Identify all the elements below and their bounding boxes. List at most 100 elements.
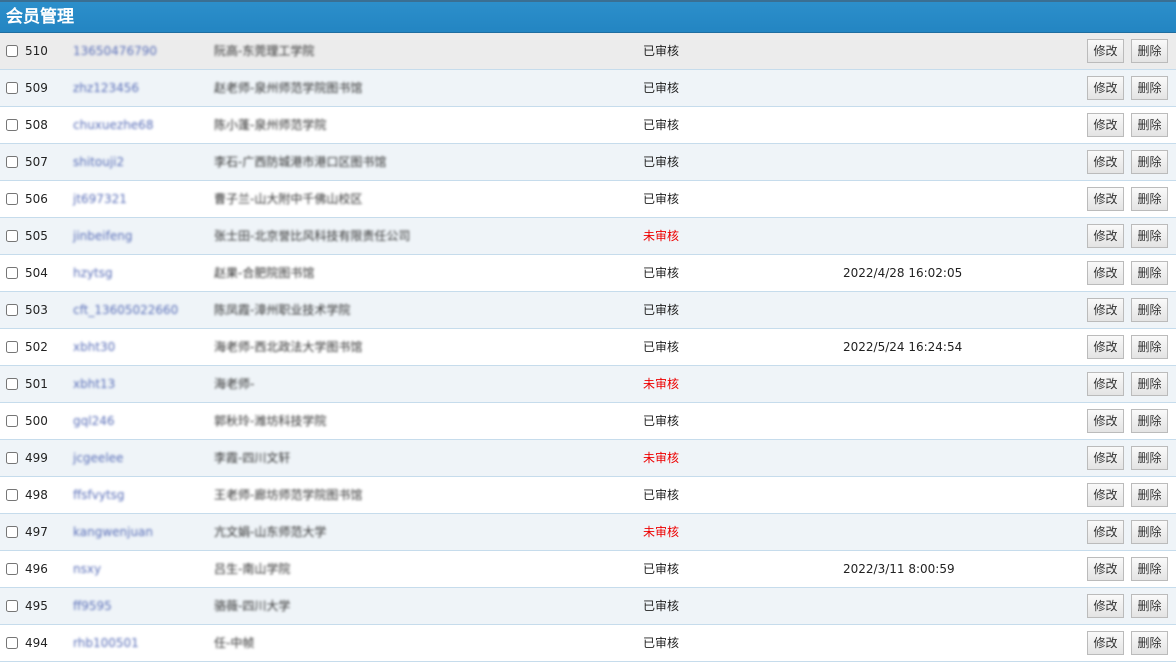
status-text: 已审核 [643, 44, 680, 58]
edit-button[interactable]: 修改 [1087, 39, 1124, 63]
delete-button[interactable]: 删除 [1131, 557, 1168, 581]
table-row: 502 xbht30 海老师-西北政法大学图书馆 已审核 2022/5/24 1… [0, 329, 1176, 366]
member-name: 陈小蓬-泉州师范学院 [214, 118, 327, 132]
row-checkbox[interactable] [6, 378, 18, 390]
member-id: 506 [25, 192, 48, 206]
edit-button[interactable]: 修改 [1087, 335, 1124, 359]
edit-button[interactable]: 修改 [1087, 298, 1124, 322]
row-checkbox[interactable] [6, 230, 18, 242]
table-row: 501 xbht13 海老师- 未审核 修改 删除 [0, 366, 1176, 403]
status-text: 已审核 [643, 636, 680, 650]
edit-button[interactable]: 修改 [1087, 150, 1124, 174]
member-username-link[interactable]: jt697321 [73, 192, 127, 206]
row-checkbox[interactable] [6, 637, 18, 649]
edit-button[interactable]: 修改 [1087, 372, 1124, 396]
member-name: 任-中帧 [214, 636, 255, 650]
row-checkbox[interactable] [6, 119, 18, 131]
status-text: 未审核 [643, 229, 680, 243]
edit-button[interactable]: 修改 [1087, 113, 1124, 137]
row-checkbox[interactable] [6, 452, 18, 464]
page-title: 会员管理 [0, 0, 1176, 33]
timestamp: 2022/3/11 8:00:59 [843, 562, 955, 576]
member-username-link[interactable]: rhb100501 [73, 636, 139, 650]
member-name: 王老师-廊坊师范学院图书馆 [214, 488, 363, 502]
row-checkbox[interactable] [6, 341, 18, 353]
delete-button[interactable]: 删除 [1131, 520, 1168, 544]
member-name: 张士田-北京誉比风科技有限责任公司 [214, 229, 411, 243]
delete-button[interactable]: 删除 [1131, 224, 1168, 248]
delete-button[interactable]: 删除 [1131, 187, 1168, 211]
edit-button[interactable]: 修改 [1087, 76, 1124, 100]
delete-button[interactable]: 删除 [1131, 261, 1168, 285]
member-username-link[interactable]: jcgeelee [73, 451, 124, 465]
status-text: 已审核 [643, 599, 680, 613]
row-checkbox[interactable] [6, 193, 18, 205]
member-id: 497 [25, 525, 48, 539]
edit-button[interactable]: 修改 [1087, 631, 1124, 655]
delete-button[interactable]: 删除 [1131, 335, 1168, 359]
member-username-link[interactable]: hzytsg [73, 266, 113, 280]
member-name: 曹子兰-山大附中千佛山校区 [214, 192, 363, 206]
member-username-link[interactable]: cft_13605022660 [73, 303, 179, 317]
member-list: 510 13650476790 阮高-东莞理工学院 已审核 修改 删除 509 … [0, 33, 1176, 662]
member-username-link[interactable]: gql246 [73, 414, 115, 428]
delete-button[interactable]: 删除 [1131, 113, 1168, 137]
status-text: 未审核 [643, 525, 680, 539]
member-username-link[interactable]: zhz123456 [73, 81, 140, 95]
table-row: 497 kangwenjuan 亢文娟-山东师范大学 未审核 修改 删除 [0, 514, 1176, 551]
table-row: 506 jt697321 曹子兰-山大附中千佛山校区 已审核 修改 删除 [0, 181, 1176, 218]
row-checkbox[interactable] [6, 304, 18, 316]
edit-button[interactable]: 修改 [1087, 409, 1124, 433]
member-id: 496 [25, 562, 48, 576]
edit-button[interactable]: 修改 [1087, 483, 1124, 507]
row-checkbox[interactable] [6, 267, 18, 279]
edit-button[interactable]: 修改 [1087, 557, 1124, 581]
delete-button[interactable]: 删除 [1131, 594, 1168, 618]
edit-button[interactable]: 修改 [1087, 187, 1124, 211]
member-name: 陈凤霞-漳州职业技术学院 [214, 303, 351, 317]
edit-button[interactable]: 修改 [1087, 261, 1124, 285]
member-id: 501 [25, 377, 48, 391]
member-username-link[interactable]: shitouji2 [73, 155, 125, 169]
table-row: 503 cft_13605022660 陈凤霞-漳州职业技术学院 已审核 修改 … [0, 292, 1176, 329]
row-checkbox[interactable] [6, 415, 18, 427]
member-username-link[interactable]: kangwenjuan [73, 525, 154, 539]
row-checkbox[interactable] [6, 45, 18, 57]
row-checkbox[interactable] [6, 489, 18, 501]
status-text: 已审核 [643, 155, 680, 169]
member-username-link[interactable]: 13650476790 [73, 44, 157, 58]
delete-button[interactable]: 删除 [1131, 76, 1168, 100]
status-text: 已审核 [643, 488, 680, 502]
row-checkbox[interactable] [6, 526, 18, 538]
member-username-link[interactable]: ffsfvytsg [73, 488, 125, 502]
delete-button[interactable]: 删除 [1131, 150, 1168, 174]
row-checkbox[interactable] [6, 563, 18, 575]
member-id: 505 [25, 229, 48, 243]
delete-button[interactable]: 删除 [1131, 483, 1168, 507]
member-username-link[interactable]: jinbeifeng [73, 229, 133, 243]
member-username-link[interactable]: chuxuezhe68 [73, 118, 154, 132]
row-checkbox[interactable] [6, 156, 18, 168]
delete-button[interactable]: 删除 [1131, 39, 1168, 63]
member-username-link[interactable]: ff9595 [73, 599, 112, 613]
edit-button[interactable]: 修改 [1087, 594, 1124, 618]
delete-button[interactable]: 删除 [1131, 409, 1168, 433]
member-username-link[interactable]: xbht13 [73, 377, 116, 391]
status-text: 未审核 [643, 451, 680, 465]
edit-button[interactable]: 修改 [1087, 520, 1124, 544]
delete-button[interactable]: 删除 [1131, 298, 1168, 322]
row-checkbox[interactable] [6, 82, 18, 94]
status-text: 已审核 [643, 414, 680, 428]
member-name: 海老师-西北政法大学图书馆 [214, 340, 363, 354]
edit-button[interactable]: 修改 [1087, 224, 1124, 248]
delete-button[interactable]: 删除 [1131, 446, 1168, 470]
delete-button[interactable]: 删除 [1131, 372, 1168, 396]
member-name: 郭秋玲-潍坊科技学院 [214, 414, 327, 428]
edit-button[interactable]: 修改 [1087, 446, 1124, 470]
delete-button[interactable]: 删除 [1131, 631, 1168, 655]
member-id: 494 [25, 636, 48, 650]
row-checkbox[interactable] [6, 600, 18, 612]
member-username-link[interactable]: xbht30 [73, 340, 116, 354]
member-id: 510 [25, 44, 48, 58]
member-username-link[interactable]: nsxy [73, 562, 102, 576]
